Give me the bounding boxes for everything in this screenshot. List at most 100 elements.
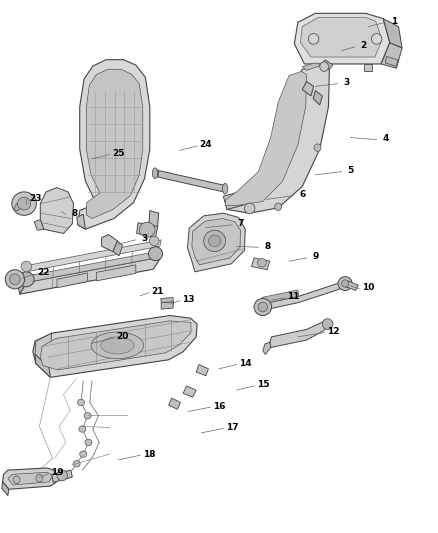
Ellipse shape [314, 144, 321, 151]
Ellipse shape [338, 277, 352, 290]
Polygon shape [158, 171, 225, 192]
Polygon shape [383, 19, 402, 48]
Ellipse shape [85, 439, 92, 446]
Polygon shape [322, 60, 333, 69]
Polygon shape [346, 281, 358, 290]
Ellipse shape [18, 272, 34, 287]
Ellipse shape [275, 203, 282, 211]
Polygon shape [14, 204, 21, 211]
Text: 19: 19 [51, 469, 63, 477]
Ellipse shape [342, 280, 349, 287]
Polygon shape [156, 169, 159, 177]
Ellipse shape [91, 332, 144, 359]
Ellipse shape [101, 337, 134, 354]
Text: 9: 9 [312, 253, 318, 261]
Polygon shape [8, 472, 53, 485]
Ellipse shape [322, 319, 333, 329]
Text: 8: 8 [264, 242, 270, 251]
Polygon shape [137, 223, 158, 237]
Polygon shape [313, 91, 322, 105]
Polygon shape [20, 257, 161, 294]
Ellipse shape [5, 270, 25, 289]
Ellipse shape [371, 34, 382, 44]
Text: 2: 2 [360, 41, 367, 50]
Text: 3: 3 [141, 235, 148, 243]
Text: 17: 17 [226, 423, 238, 432]
Ellipse shape [152, 168, 158, 179]
Ellipse shape [244, 203, 255, 214]
Text: 25: 25 [112, 149, 124, 158]
Polygon shape [102, 235, 117, 252]
Text: 1: 1 [391, 17, 397, 26]
Text: 13: 13 [182, 295, 194, 304]
Polygon shape [251, 258, 270, 270]
Text: 7: 7 [238, 220, 244, 228]
Ellipse shape [139, 222, 155, 237]
Polygon shape [35, 333, 52, 368]
Ellipse shape [208, 235, 221, 247]
Polygon shape [263, 280, 347, 310]
Ellipse shape [57, 470, 67, 481]
Polygon shape [35, 354, 50, 377]
Ellipse shape [308, 34, 319, 44]
Ellipse shape [204, 230, 226, 252]
Text: 5: 5 [347, 166, 353, 175]
Polygon shape [169, 398, 180, 409]
Ellipse shape [254, 298, 272, 316]
Text: 11: 11 [287, 293, 300, 301]
Ellipse shape [18, 197, 31, 210]
Polygon shape [227, 65, 329, 213]
Polygon shape [77, 214, 85, 229]
Polygon shape [385, 56, 398, 67]
Polygon shape [223, 192, 243, 209]
Text: 22: 22 [38, 269, 50, 277]
Polygon shape [161, 297, 173, 303]
Ellipse shape [36, 474, 43, 482]
Text: 14: 14 [239, 359, 251, 368]
Ellipse shape [149, 236, 159, 246]
Polygon shape [302, 63, 322, 70]
Ellipse shape [84, 413, 91, 419]
Polygon shape [2, 482, 9, 496]
Ellipse shape [21, 261, 32, 272]
Polygon shape [225, 71, 307, 206]
Polygon shape [196, 365, 208, 376]
Polygon shape [96, 265, 136, 281]
Text: 15: 15 [257, 381, 269, 389]
Polygon shape [40, 321, 191, 370]
Polygon shape [381, 43, 402, 68]
Ellipse shape [258, 302, 268, 312]
Ellipse shape [78, 399, 85, 406]
Text: 4: 4 [382, 134, 389, 143]
Text: 23: 23 [29, 194, 41, 203]
Polygon shape [302, 82, 314, 96]
Polygon shape [26, 251, 162, 282]
Ellipse shape [73, 461, 80, 467]
Text: 3: 3 [343, 78, 349, 87]
Polygon shape [294, 13, 390, 64]
Ellipse shape [258, 259, 266, 267]
Ellipse shape [223, 183, 228, 194]
Ellipse shape [148, 247, 162, 261]
Polygon shape [149, 211, 159, 227]
Text: 20: 20 [117, 333, 129, 341]
Polygon shape [263, 342, 271, 354]
Polygon shape [183, 386, 196, 397]
Polygon shape [18, 277, 26, 294]
Text: 18: 18 [143, 450, 155, 458]
Polygon shape [315, 64, 324, 71]
Polygon shape [78, 60, 150, 229]
Ellipse shape [12, 192, 36, 215]
Ellipse shape [10, 274, 20, 285]
Polygon shape [187, 213, 245, 272]
Ellipse shape [79, 426, 86, 432]
Polygon shape [33, 316, 197, 377]
Polygon shape [113, 241, 123, 256]
Text: 12: 12 [327, 327, 339, 336]
Polygon shape [300, 18, 382, 57]
Ellipse shape [320, 62, 328, 71]
Polygon shape [40, 188, 74, 233]
Polygon shape [262, 290, 299, 304]
Polygon shape [161, 302, 173, 309]
Polygon shape [192, 219, 240, 265]
